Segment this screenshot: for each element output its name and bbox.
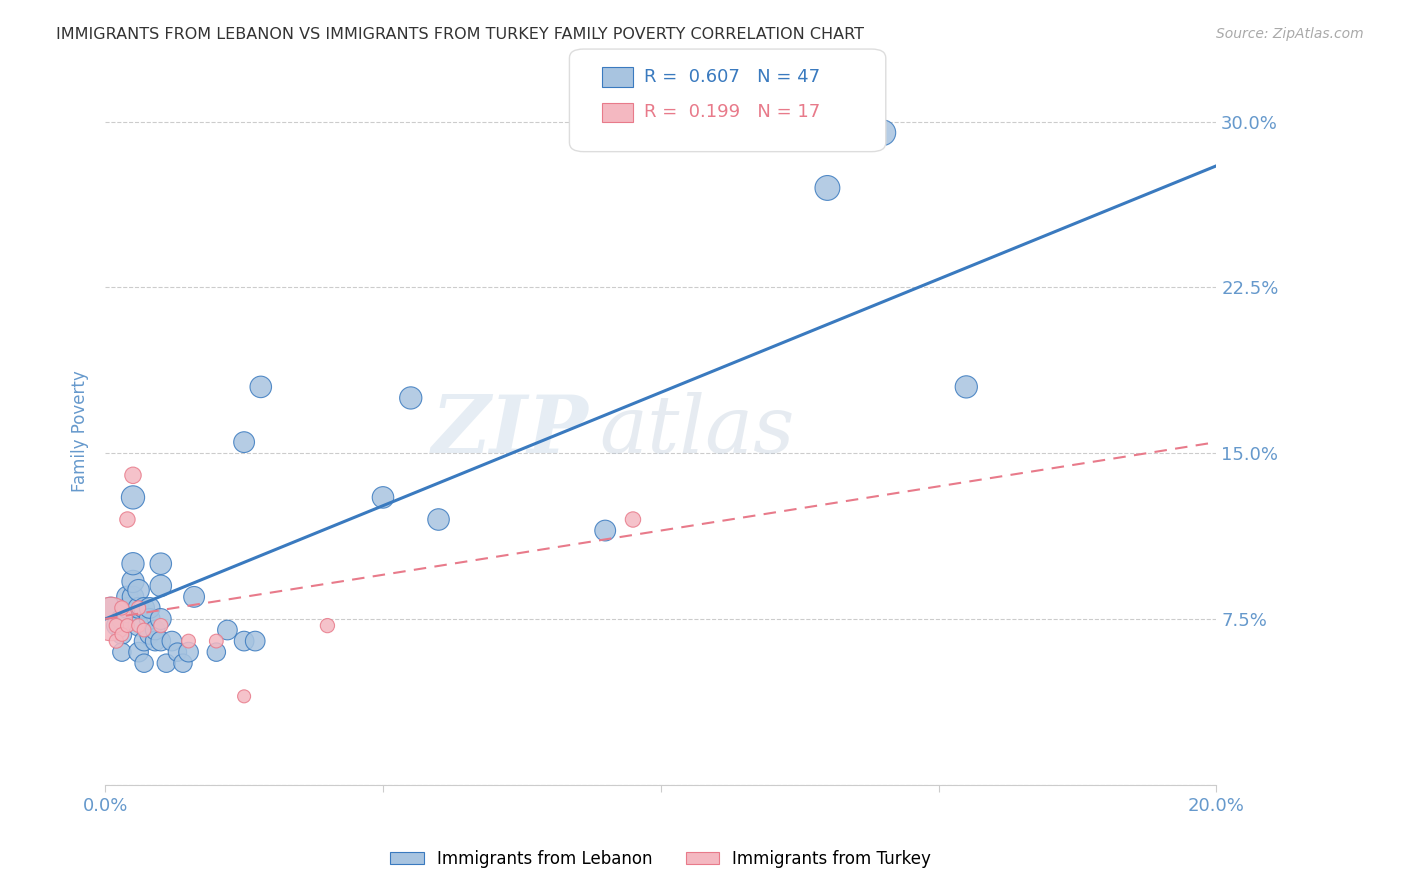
Point — [621, 512, 644, 526]
Point — [160, 634, 183, 648]
Point — [100, 612, 122, 626]
Text: atlas: atlas — [599, 392, 794, 470]
Point — [593, 524, 616, 538]
Point — [128, 618, 150, 632]
Point — [149, 612, 172, 626]
Point — [138, 601, 160, 615]
Point — [105, 618, 128, 632]
Point — [149, 557, 172, 571]
Point — [100, 601, 122, 615]
Point — [132, 634, 155, 648]
Point — [105, 618, 128, 632]
Point — [122, 574, 145, 589]
Point — [128, 601, 150, 615]
Point — [177, 634, 200, 648]
Point — [205, 645, 228, 659]
Point — [149, 634, 172, 648]
Point — [117, 618, 139, 632]
Point — [183, 590, 205, 604]
Text: ZIP: ZIP — [432, 392, 589, 470]
Point — [132, 656, 155, 670]
Point — [128, 618, 150, 632]
Point — [111, 627, 134, 641]
Point — [149, 579, 172, 593]
Legend: Immigrants from Lebanon, Immigrants from Turkey: Immigrants from Lebanon, Immigrants from… — [384, 844, 938, 875]
Point — [122, 491, 145, 505]
Text: R =  0.199   N = 17: R = 0.199 N = 17 — [644, 103, 820, 121]
Point — [111, 601, 134, 615]
Point — [155, 656, 177, 670]
Point — [371, 491, 394, 505]
Point — [245, 634, 267, 648]
Text: IMMIGRANTS FROM LEBANON VS IMMIGRANTS FROM TURKEY FAMILY POVERTY CORRELATION CHA: IMMIGRANTS FROM LEBANON VS IMMIGRANTS FR… — [56, 27, 865, 42]
Point — [233, 435, 256, 450]
Point — [205, 634, 228, 648]
Point — [233, 690, 256, 704]
Point — [815, 181, 838, 195]
Point — [105, 634, 128, 648]
Point — [117, 601, 139, 615]
Point — [128, 645, 150, 659]
Point — [117, 605, 139, 619]
Point — [111, 645, 134, 659]
Point — [122, 468, 145, 483]
Point — [138, 612, 160, 626]
Point — [111, 612, 134, 626]
Point — [872, 126, 894, 140]
Point — [132, 601, 155, 615]
Point — [172, 656, 194, 670]
Point — [249, 380, 271, 394]
Point — [955, 380, 977, 394]
Y-axis label: Family Poverty: Family Poverty — [72, 370, 89, 492]
Point — [117, 590, 139, 604]
Point — [117, 512, 139, 526]
Point — [122, 590, 145, 604]
Point — [217, 623, 239, 637]
Point — [427, 512, 450, 526]
Point — [111, 627, 134, 641]
Point — [128, 583, 150, 598]
Point — [128, 601, 150, 615]
Point — [399, 391, 422, 405]
Point — [316, 618, 339, 632]
Point — [166, 645, 188, 659]
Point — [122, 557, 145, 571]
Point — [143, 623, 166, 637]
Point — [177, 645, 200, 659]
Point — [233, 634, 256, 648]
Point — [149, 618, 172, 632]
Text: R =  0.607   N = 47: R = 0.607 N = 47 — [644, 68, 820, 86]
Point — [138, 627, 160, 641]
Point — [132, 623, 155, 637]
Text: Source: ZipAtlas.com: Source: ZipAtlas.com — [1216, 27, 1364, 41]
Point — [143, 634, 166, 648]
